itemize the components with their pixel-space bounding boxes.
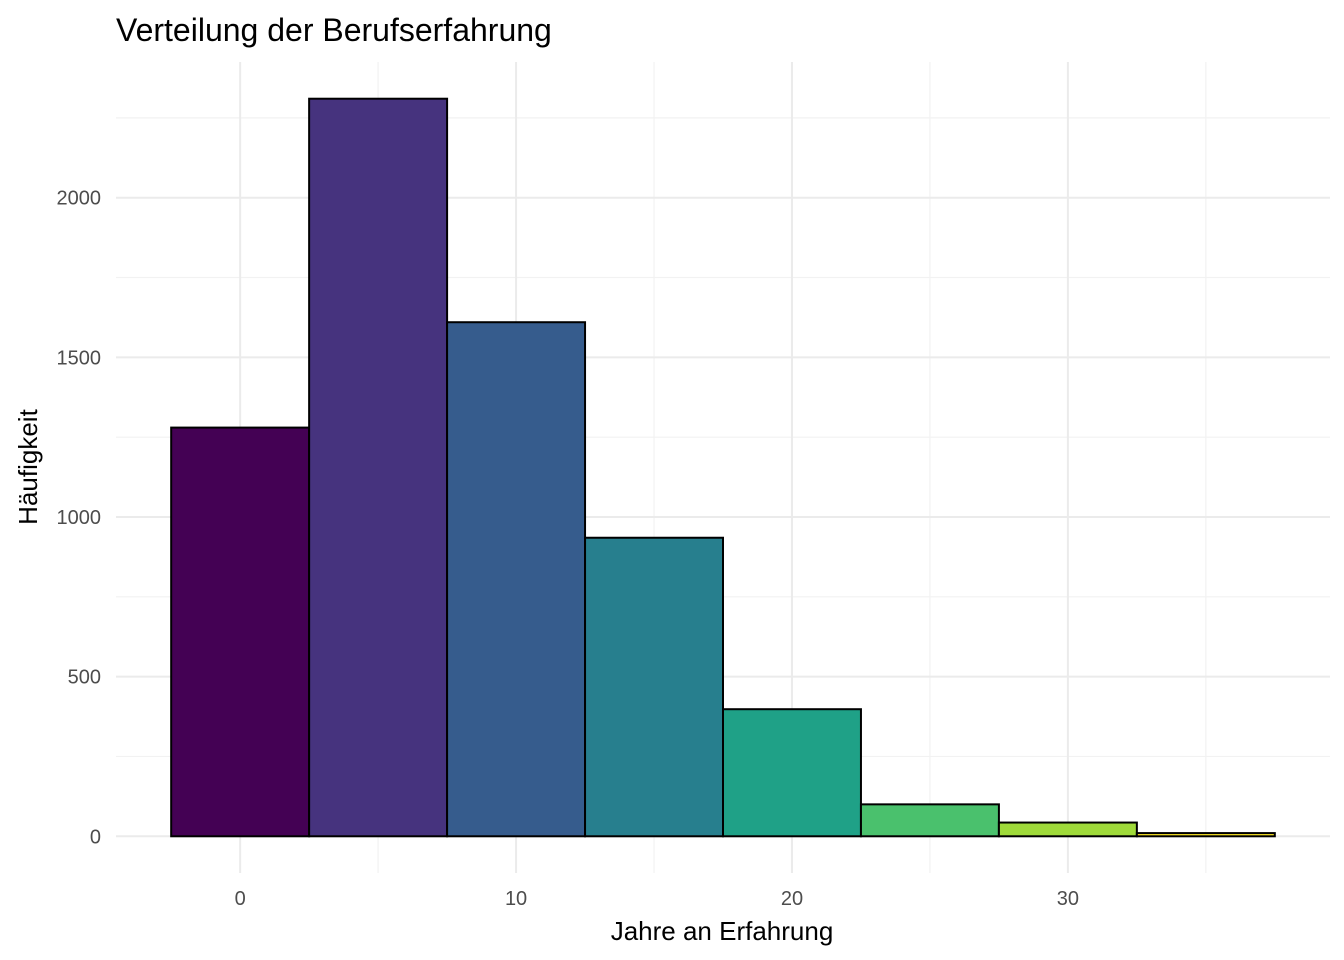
x-tick-label: 0 <box>235 888 246 910</box>
y-tick-label: 2000 <box>57 188 102 210</box>
x-tick-label: 10 <box>505 888 527 910</box>
y-tick-label: 1000 <box>57 507 102 529</box>
x-tick-label: 20 <box>781 888 803 910</box>
x-axis-ticks: 0 10 20 30 <box>235 888 1079 910</box>
y-axis-ticks: 0 500 1000 1500 2000 <box>57 188 102 849</box>
histogram-bar <box>584 536 725 838</box>
histogram-bar <box>859 803 1000 838</box>
chart-title: Verteilung der Berufserfahrung <box>116 12 552 48</box>
histogram-bar <box>1135 832 1276 838</box>
y-tick-label: 0 <box>90 826 101 848</box>
y-tick-label: 500 <box>68 667 101 689</box>
x-tick-label: 30 <box>1057 888 1079 910</box>
y-tick-label: 1500 <box>57 347 102 369</box>
x-axis-label: Jahre an Erfahrung <box>611 916 834 946</box>
bars <box>170 97 1276 838</box>
histogram-bar <box>308 97 449 838</box>
histogram-bar <box>170 426 311 838</box>
histogram-bar <box>446 321 587 838</box>
histogram-bar <box>997 821 1138 838</box>
y-axis-label: Häufigkeit <box>13 408 43 524</box>
histogram-bar <box>722 708 862 838</box>
